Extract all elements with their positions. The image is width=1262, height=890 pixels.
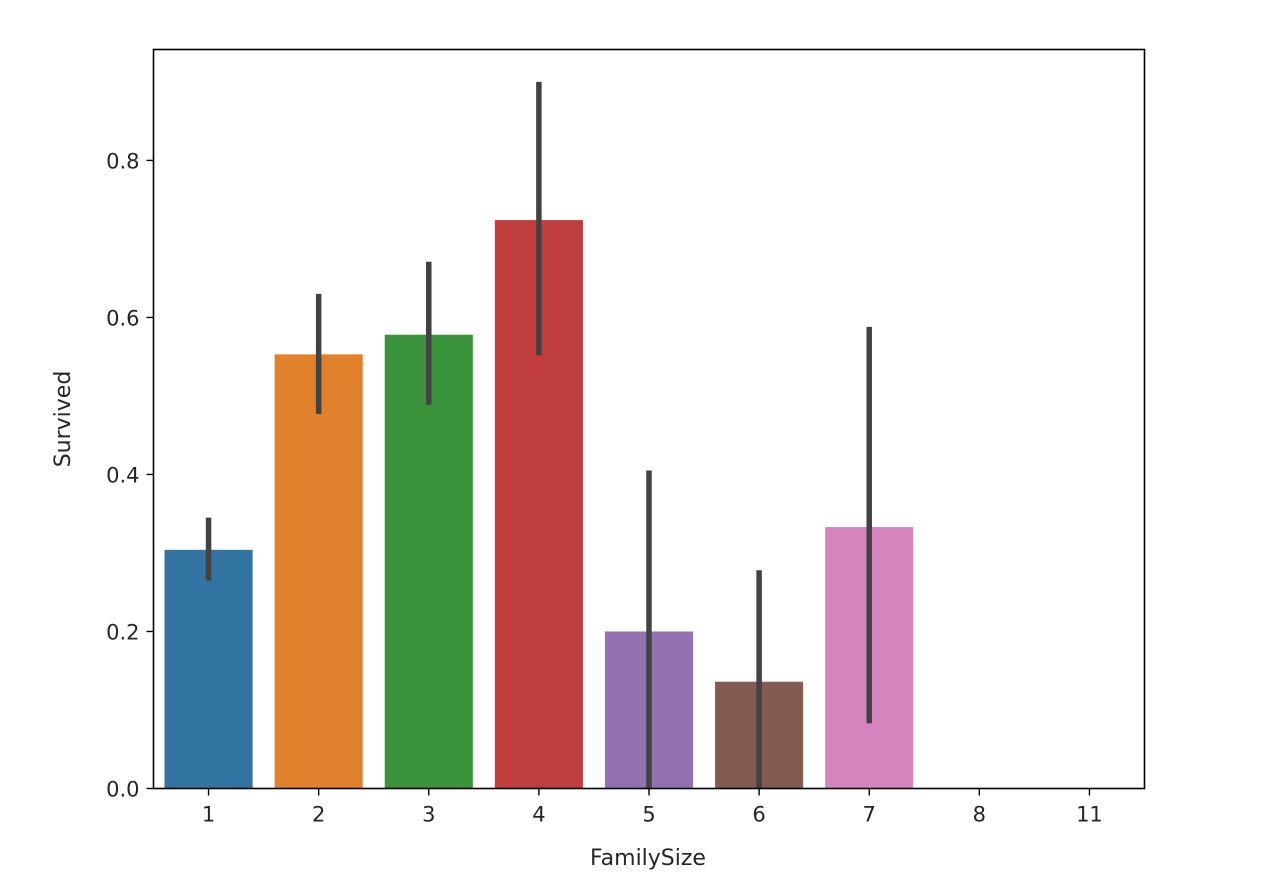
y-tick-label: 0.6 bbox=[106, 306, 139, 330]
y-tick-label: 0.8 bbox=[106, 149, 139, 173]
y-axis-label: Survived bbox=[51, 371, 76, 468]
y-tick-label: 0.0 bbox=[106, 778, 139, 802]
x-axis-ticks: 1 2 3 4 5 6 7 8 11 bbox=[202, 788, 1103, 827]
x-tick-label: 1 bbox=[202, 803, 215, 827]
x-axis-label: FamilySize bbox=[590, 846, 706, 871]
bar-familysize-1 bbox=[164, 549, 253, 789]
x-tick-label: 5 bbox=[642, 803, 655, 827]
x-tick-label: 2 bbox=[312, 803, 325, 827]
y-tick-label: 0.4 bbox=[106, 463, 139, 487]
y-axis-ticks: 0.0 0.2 0.4 0.6 0.8 bbox=[106, 149, 154, 802]
error-bars-layer bbox=[205, 81, 872, 789]
bar-familysize-2 bbox=[274, 354, 363, 789]
x-tick-label: 7 bbox=[863, 803, 876, 827]
y-tick-label: 0.2 bbox=[106, 620, 139, 644]
x-tick-label: 8 bbox=[973, 803, 986, 827]
x-tick-label: 4 bbox=[532, 803, 545, 827]
x-tick-label: 11 bbox=[1076, 803, 1103, 827]
x-tick-label: 6 bbox=[752, 803, 765, 827]
x-tick-label: 3 bbox=[422, 803, 435, 827]
bar-familysize-3 bbox=[384, 334, 473, 789]
